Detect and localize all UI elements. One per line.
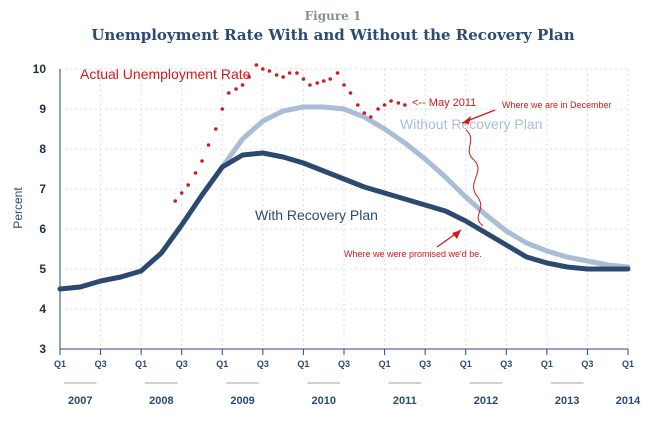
x-quarter-label: Q3 bbox=[338, 359, 350, 369]
year-label: 2012 bbox=[474, 395, 498, 407]
actual-rate-dots bbox=[173, 63, 407, 203]
actual-rate-point bbox=[193, 171, 198, 175]
y-tick-label: 5 bbox=[39, 262, 46, 276]
actual-rate-point bbox=[315, 81, 320, 85]
actual-rate-point bbox=[254, 63, 259, 67]
actual-rate-point bbox=[281, 75, 285, 79]
gap-squiggle bbox=[465, 129, 484, 227]
x-quarter-label: Q1 bbox=[54, 359, 66, 369]
actual-rate-point bbox=[179, 191, 184, 195]
december-label: Where we are in December bbox=[502, 100, 612, 110]
year-label: 2014 bbox=[616, 395, 641, 407]
y-tick-label: 3 bbox=[39, 342, 46, 356]
with-recovery-plan-line bbox=[57, 150, 631, 292]
promised-label: Where we were promised we'd be. bbox=[344, 249, 482, 259]
actual-rate-point bbox=[226, 91, 231, 95]
gridlines bbox=[59, 68, 629, 350]
x-quarter-label: Q1 bbox=[216, 359, 228, 369]
y-tick-label: 10 bbox=[33, 62, 47, 76]
actual-rate-point bbox=[382, 103, 387, 107]
actual-rate-point bbox=[335, 71, 340, 75]
actual-rate-point bbox=[403, 103, 407, 107]
x-quarter-label: Q3 bbox=[176, 359, 188, 369]
actual-rate-point bbox=[328, 77, 333, 81]
actual-rate-point bbox=[213, 127, 218, 131]
year-label: 2010 bbox=[311, 395, 335, 407]
actual-rate-point bbox=[206, 143, 211, 147]
annotations: Actual Unemployment Rate <-- May 2011 Wh… bbox=[80, 66, 612, 259]
actual-rate-point bbox=[295, 71, 299, 75]
x-quarter-label: Q3 bbox=[581, 359, 593, 369]
actual-rate-point bbox=[261, 67, 265, 71]
figure-label: Figure 1 bbox=[305, 9, 362, 23]
actual-rate-point bbox=[389, 99, 393, 103]
actual-rate-point bbox=[348, 91, 353, 95]
y-axis-label: Percent bbox=[11, 187, 25, 229]
may-2011-label: <-- May 2011 bbox=[412, 97, 476, 109]
x-quarter-label: Q3 bbox=[500, 359, 512, 369]
actual-rate-point bbox=[321, 79, 326, 83]
promised-arrow-head bbox=[452, 230, 461, 239]
actual-rate-point bbox=[287, 71, 292, 75]
actual-rate-point bbox=[274, 73, 279, 77]
y-tick-label: 9 bbox=[39, 102, 46, 116]
year-label: 2013 bbox=[555, 395, 579, 407]
actual-rate-point bbox=[186, 183, 191, 187]
series-lines bbox=[57, 104, 631, 292]
with-plan-label: With Recovery Plan bbox=[255, 207, 378, 223]
x-quarter-label: Q1 bbox=[541, 359, 553, 369]
actual-rate-point bbox=[301, 77, 306, 81]
x-quarter-label: Q3 bbox=[419, 359, 431, 369]
actual-rate-point bbox=[342, 83, 346, 87]
y-tick-label: 7 bbox=[39, 182, 46, 196]
actual-rate-label: Actual Unemployment Rate bbox=[80, 66, 251, 82]
actual-rate-point bbox=[240, 83, 245, 87]
without-recovery-plan-line bbox=[219, 104, 631, 270]
actual-rate-point bbox=[267, 69, 272, 73]
y-tick-label: 4 bbox=[39, 302, 46, 316]
december-arrow-head bbox=[462, 116, 471, 124]
year-label: 2009 bbox=[230, 395, 254, 407]
actual-rate-point bbox=[396, 101, 401, 105]
actual-rate-point bbox=[308, 83, 312, 87]
actual-rate-point bbox=[376, 107, 380, 111]
actual-rate-point bbox=[200, 159, 204, 163]
axes: 3 4 5 6 7 8 9 10 Q1 Q3 Q1 Q3 Q1 Q3 Q1 Q3 Q1 Q3 Q1 Q3 Q1 Q3 Q1 2… bbox=[33, 62, 641, 407]
year-label: 2007 bbox=[68, 395, 92, 407]
actual-rate-point bbox=[368, 115, 373, 119]
x-quarter-label: Q3 bbox=[257, 359, 269, 369]
x-quarter-label: Q1 bbox=[297, 359, 309, 369]
x-quarter-label: Q1 bbox=[622, 359, 634, 369]
year-label: 2011 bbox=[393, 395, 417, 407]
actual-rate-point bbox=[234, 87, 238, 91]
year-label: 2008 bbox=[149, 395, 173, 407]
actual-rate-point bbox=[247, 75, 251, 79]
actual-rate-point bbox=[355, 103, 360, 107]
chart-title: Unemployment Rate With and Without the R… bbox=[91, 26, 574, 44]
x-quarter-label: Q3 bbox=[95, 359, 107, 369]
actual-rate-point bbox=[173, 199, 178, 203]
x-quarter-label: Q1 bbox=[460, 359, 472, 369]
y-tick-label: 6 bbox=[39, 222, 46, 236]
x-quarter-label: Q1 bbox=[135, 359, 147, 369]
without-plan-label: Without Recovery Plan bbox=[400, 116, 542, 132]
actual-rate-point bbox=[220, 107, 225, 111]
actual-rate-point bbox=[362, 111, 367, 115]
x-quarter-label: Q1 bbox=[379, 359, 391, 369]
y-tick-label: 8 bbox=[39, 142, 46, 156]
